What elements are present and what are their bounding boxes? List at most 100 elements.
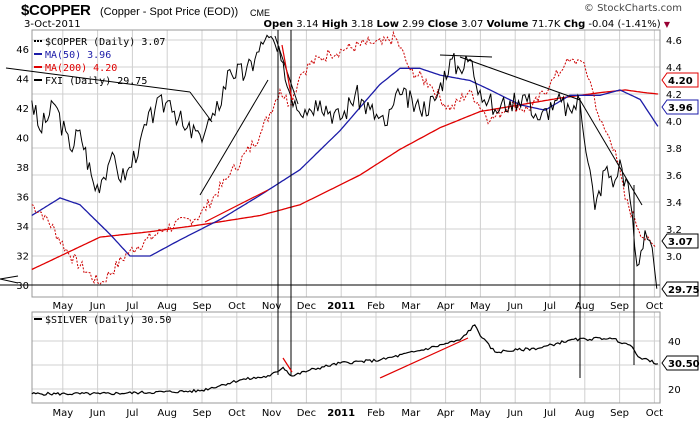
silver-tag-label: 30.50 <box>668 359 700 370</box>
trendline-annotation <box>0 275 19 280</box>
legend-label: $COPPER (Daily) 3.07 <box>45 37 165 48</box>
red-trendline-annotation <box>281 44 293 101</box>
exchange-label: CME <box>250 8 270 18</box>
x-tick-label: Jul <box>125 301 138 312</box>
x-tick-label: Mar <box>401 408 421 419</box>
left-tick-label: 40 <box>16 134 29 145</box>
panel-frame <box>31 29 661 298</box>
right-tick-label: 3.8 <box>666 144 682 155</box>
fxi-price-line <box>31 34 658 289</box>
left-tick-label: 46 <box>16 45 29 56</box>
left-tick-label: 34 <box>16 222 29 233</box>
left-tick-label: 36 <box>16 193 29 204</box>
legend-label: FXI (Daily) 29.75 <box>45 76 147 87</box>
ma200-tag <box>661 72 699 88</box>
ma200-line <box>31 89 658 271</box>
x-tick-label: Oct <box>228 408 245 419</box>
trendline-annotation <box>439 54 493 58</box>
fxi-tag-label: 29.75 <box>668 285 700 296</box>
red-trendline-annotation <box>379 337 469 379</box>
x-tick-label: Mar <box>401 301 421 312</box>
right-tick-label: 3.2 <box>666 225 682 236</box>
change-label: Chg <box>563 19 586 30</box>
left-tick-label: 30 <box>16 281 29 292</box>
red-trendline-annotation <box>282 357 293 373</box>
x-tick-label: Aug <box>575 301 595 312</box>
x-tick-label: Jul <box>543 301 556 312</box>
chart-description: (Copper - Spot Price (EOD)) <box>100 6 239 18</box>
right-tick-label: 3.6 <box>666 171 682 182</box>
left-tick-label: 38 <box>16 163 29 174</box>
x-tick-label: Oct <box>646 301 663 312</box>
x-tick-label: Oct <box>646 408 663 419</box>
panel-frame <box>31 311 661 404</box>
x-tick-label: 2011 <box>327 301 355 312</box>
ma200-tag-label: 4.20 <box>668 76 693 87</box>
x-tick-label: Dec <box>297 408 316 419</box>
x-tick-label: Sep <box>610 408 629 419</box>
right-tick-label: 3.4 <box>666 198 682 209</box>
ohlc-summary: Open 3.14 High 3.18 Low 2.99 Close 3.07 … <box>264 19 670 31</box>
x-tick-label: Jun <box>506 301 523 312</box>
right-tick-label: 3.0 <box>666 252 682 263</box>
x-tick-label: Jun <box>89 408 106 419</box>
ma50-tag-label: 3.96 <box>668 103 693 114</box>
copper-tag-label: 3.07 <box>668 237 693 248</box>
trendline-annotation <box>199 79 269 196</box>
trendline-annotation <box>5 67 191 93</box>
x-tick-label: Feb <box>367 408 385 419</box>
open-value: 3.14 <box>296 19 319 30</box>
right-tick-label: 4.4 <box>666 63 682 74</box>
right-tick-label: 4.0 <box>666 117 682 128</box>
ma50-tag <box>661 99 699 115</box>
x-tick-label: Jul <box>125 408 138 419</box>
quote-date: 3-Oct-2011 <box>24 19 81 30</box>
left-tick-label: 32 <box>16 252 29 263</box>
red-trendline-annotation <box>204 189 269 223</box>
right-tick-label: 4.2 <box>666 90 682 101</box>
trendline-annotation <box>579 99 643 206</box>
low-value: 2.99 <box>402 19 425 30</box>
x-tick-label: May <box>52 408 73 419</box>
copper-price-line <box>31 30 656 285</box>
x-tick-label: Aug <box>575 408 595 419</box>
trendline-annotation <box>189 91 213 123</box>
left-tick-label: 42 <box>16 104 29 115</box>
silver-tag <box>661 355 699 371</box>
silver-tick-label: 40 <box>668 337 681 348</box>
x-tick-label: Jun <box>89 301 106 312</box>
x-tick-label: Dec <box>297 301 316 312</box>
x-tick-label: May <box>52 301 73 312</box>
fxi-tag <box>661 281 699 297</box>
x-tick-label: Apr <box>437 301 455 312</box>
trendline-annotation <box>459 56 581 101</box>
x-tick-label: Aug <box>157 408 177 419</box>
x-tick-label: Jul <box>543 408 556 419</box>
chart-symbol: $COPPER <box>21 2 91 19</box>
left-tick-label: 44 <box>16 75 29 86</box>
close-label: Close <box>427 19 458 30</box>
x-tick-label: Nov <box>262 408 282 419</box>
x-tick-label: Jun <box>506 408 523 419</box>
copper-tag <box>661 233 699 249</box>
x-tick-label: May <box>470 408 491 419</box>
x-tick-label: 2011 <box>327 408 355 419</box>
x-tick-label: Nov <box>262 301 282 312</box>
stockcharts-credit[interactable]: © StockCharts.com <box>583 3 682 14</box>
x-tick-label: Apr <box>437 408 455 419</box>
high-value: 3.18 <box>351 19 374 30</box>
trendline-annotation <box>0 278 19 284</box>
x-tick-label: Sep <box>610 301 629 312</box>
down-arrow-icon: ▼ <box>663 20 670 29</box>
high-label: High <box>321 19 348 30</box>
silver-price-line <box>31 324 658 396</box>
low-label: Low <box>376 19 399 30</box>
ma50-line <box>31 67 659 257</box>
x-tick-label: Oct <box>228 301 245 312</box>
legend-label: MA(200) 4.20 <box>45 63 117 74</box>
x-tick-label: Feb <box>367 301 385 312</box>
x-tick-label: Sep <box>193 301 212 312</box>
x-tick-label: Sep <box>193 408 212 419</box>
